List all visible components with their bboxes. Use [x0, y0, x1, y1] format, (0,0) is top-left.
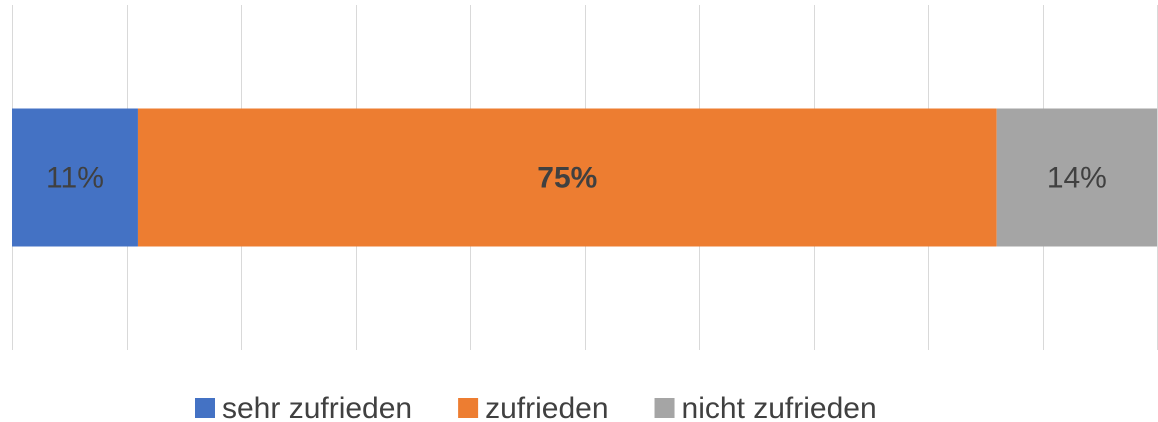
- legend-swatch: [195, 398, 215, 418]
- bar-segment: [12, 108, 138, 247]
- legend-label: nicht zufrieden: [682, 392, 877, 422]
- legend-label: zufrieden: [485, 392, 608, 422]
- bar-segment: [137, 108, 997, 247]
- data-label: 75%: [537, 161, 597, 194]
- data-label: 14%: [1047, 161, 1107, 194]
- legend-swatch: [654, 398, 675, 418]
- legend-swatch: [458, 398, 479, 418]
- data-label: 11%: [46, 161, 104, 194]
- legend-label: sehr zufrieden: [222, 392, 412, 422]
- bar-segment: [996, 108, 1157, 247]
